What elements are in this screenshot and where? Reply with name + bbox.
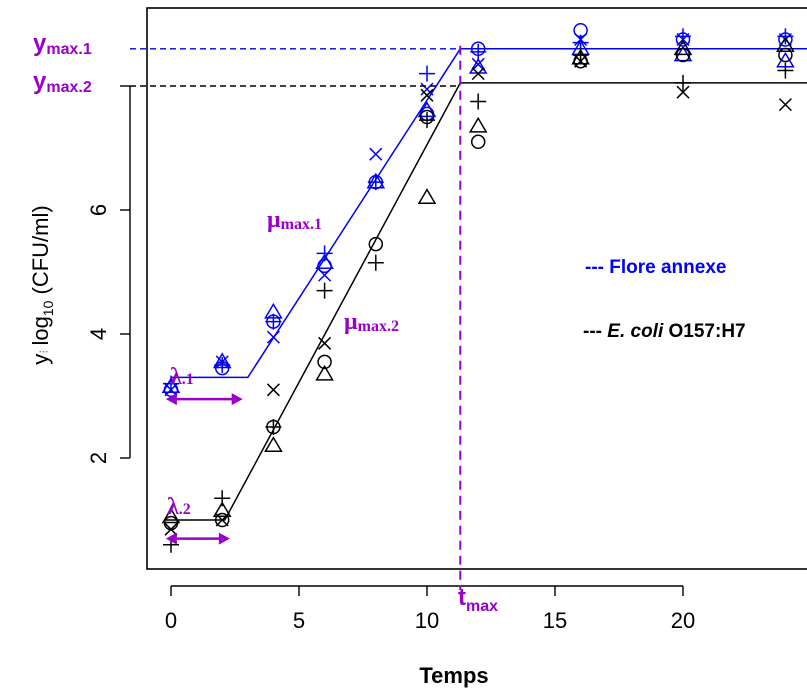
x-axis-label: Temps <box>419 663 488 688</box>
data-point-series-2 <box>778 47 793 63</box>
data-point-series-2 <box>468 116 488 133</box>
x-tick-label: 20 <box>671 608 695 633</box>
data-point-series-2 <box>470 93 487 110</box>
plot-frame <box>146 7 807 570</box>
lambda2-sub: .2 <box>179 501 191 518</box>
y-tick-label: 2 <box>86 452 111 464</box>
data-point-series-2 <box>778 98 792 112</box>
ymax1-sub: max.1 <box>46 41 91 58</box>
ymax2-y: y <box>33 68 47 95</box>
data-point-series-2 <box>419 112 435 129</box>
y-axis-label-unit: (CFU/ml) <box>28 205 53 300</box>
mu2-sub: max.2 <box>358 318 399 335</box>
ymax1-label: ymax.1 <box>33 30 92 58</box>
mu1-mu: μ <box>267 207 281 233</box>
data-point-series-2 <box>675 74 691 91</box>
lambda2-arrow-head-left <box>165 532 177 545</box>
tmax-label: tmax <box>458 584 498 615</box>
y-tick-label: 6 <box>86 204 111 216</box>
data-point-series-2 <box>471 67 485 81</box>
data-point-series-2 <box>215 513 229 527</box>
data-point-series-2 <box>265 419 282 435</box>
data-point-series-2 <box>420 88 434 102</box>
data-point-series-2 <box>316 282 333 299</box>
data-point-series-2 <box>676 85 690 99</box>
x-tick-label: 10 <box>415 608 439 633</box>
lambda2-label: λ.2 <box>167 494 191 520</box>
x-tick-label: 0 <box>165 608 177 633</box>
data-point-series-2 <box>776 36 795 53</box>
data-point-series-1 <box>574 32 588 47</box>
y-axis-label-sub: 10 <box>40 300 56 316</box>
data-point-series-2 <box>367 254 384 271</box>
data-point-series-2 <box>264 436 283 452</box>
data-point-series-2 <box>161 507 181 524</box>
data-point-series-2 <box>470 134 486 150</box>
data-point-series-2 <box>266 383 280 397</box>
data-point-series-2 <box>212 501 232 518</box>
mu1-label: μmax.1 <box>267 207 322 233</box>
tmax-t: t <box>458 584 466 611</box>
legend-flore-annexe: --- Flore annexe <box>585 257 726 278</box>
y-axis-label-var: y <box>28 354 53 365</box>
y-tick-label: 4 <box>86 328 111 340</box>
legend-ecoli-rest: O157:H7 <box>663 321 745 342</box>
legend-ecoli-dash: --- <box>583 321 607 342</box>
legend-ecoli: --- E. coli O157:H7 <box>583 321 746 342</box>
data-point-series-1 <box>318 268 332 282</box>
data-point-series-2 <box>673 39 693 56</box>
data-point-series-1 <box>266 330 280 344</box>
legend-ecoli-italic: E. coli <box>607 321 664 342</box>
data-point-series-2 <box>574 54 588 68</box>
data-point-series-2 <box>317 354 332 370</box>
data-point-series-1 <box>315 253 334 270</box>
data-point-series-1 <box>470 43 487 60</box>
mu1-sub: max.1 <box>281 216 322 233</box>
fit-line-series-1 <box>171 48 807 379</box>
fit-line-series-2 <box>165 82 807 521</box>
data-point-series-1 <box>419 65 435 82</box>
data-point-series-2 <box>164 522 178 536</box>
data-point-series-1 <box>468 57 488 74</box>
mu2-mu: μ <box>344 309 358 335</box>
ymax2-label: ymax.2 <box>33 68 92 96</box>
data-point-series-1 <box>164 383 178 397</box>
data-point-series-2 <box>214 512 230 528</box>
data-point-series-1 <box>369 147 383 161</box>
data-point-series-2 <box>315 364 334 381</box>
data-point-series-1 <box>367 174 384 191</box>
data-point-series-1 <box>215 355 229 369</box>
data-point-series-2 <box>318 336 332 350</box>
data-point-series-1 <box>471 57 485 71</box>
lambda1-sub: .1 <box>182 371 194 388</box>
data-point-series-1 <box>316 245 333 262</box>
data-point-series-2 <box>368 236 384 252</box>
ymax1-y: y <box>33 30 47 57</box>
lambda1-arrow-head-right <box>231 393 243 406</box>
y-axis-label-sep: ⁝ <box>36 350 51 354</box>
ymax2-sub: max.2 <box>46 79 91 96</box>
y-axis-label-log: log <box>28 316 53 345</box>
data-point-series-1 <box>265 313 282 330</box>
lambda1-l: λ <box>170 364 182 390</box>
mu2-label: μmax.2 <box>344 309 399 335</box>
data-point-series-2 <box>417 188 437 204</box>
lambda2-l: λ <box>167 494 179 520</box>
lambda2-arrow-head-right <box>218 532 230 545</box>
tmax-sub: max <box>466 598 498 615</box>
lambda1-arrow-head-left <box>165 393 177 406</box>
x-tick-label: 5 <box>293 608 305 633</box>
x-tick-label: 15 <box>543 608 567 633</box>
data-point-series-1 <box>214 357 231 373</box>
y-axis-label: y⁝ log10 (CFU/ml) <box>28 205 56 364</box>
data-point-series-1 <box>420 82 434 96</box>
data-point-series-2 <box>777 62 794 79</box>
data-point-series-2 <box>214 490 231 507</box>
lambda1-label: λ.1 <box>170 364 194 390</box>
